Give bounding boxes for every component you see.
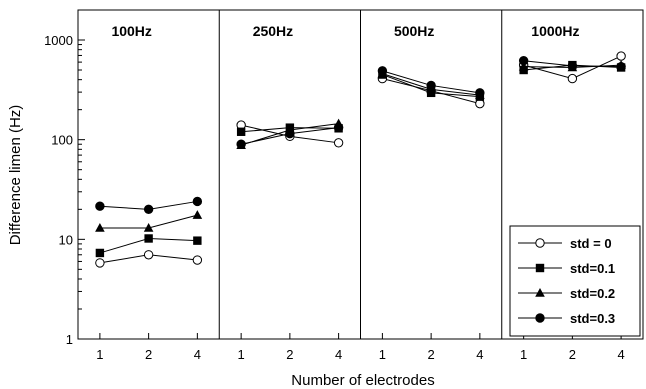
data-point: [616, 51, 626, 61]
x-tick-label: 4: [476, 347, 483, 362]
y-tick-label: 1: [66, 332, 73, 347]
data-point: [567, 73, 578, 84]
data-point: [192, 255, 203, 265]
panel-title: 250Hz: [253, 23, 293, 39]
plot-area: 1 10 100 1000 100Hz 1 2 4 250Hz 1 2 4 500Hz 1 2 4 1000Hz…: [44, 9, 644, 362]
data-point: [616, 61, 626, 72]
data-point: [143, 204, 154, 215]
x-tick-label: 2: [428, 347, 435, 362]
y-tick-label: 10: [59, 232, 73, 247]
data-point: [192, 210, 203, 219]
y-tick-label: 100: [51, 133, 73, 148]
x-tick-label: 4: [335, 347, 342, 362]
data-point: [95, 201, 105, 211]
x-tick-label: 1: [379, 347, 386, 362]
data-point: [95, 258, 105, 268]
data-point: [567, 61, 578, 71]
data-point: [143, 222, 154, 232]
x-axis-title: Number of electrodes: [291, 372, 434, 389]
data-point: [143, 250, 154, 260]
data-point: [144, 234, 153, 243]
x-tick-label: 4: [194, 347, 201, 362]
data-point: [95, 248, 105, 258]
data-point: [426, 80, 436, 91]
y-axis-title: Difference limen (Hz): [7, 105, 24, 246]
legend-label: std=0.2: [570, 286, 615, 301]
data-point: [518, 55, 529, 66]
data-point: [192, 196, 203, 207]
data-point: [236, 139, 246, 149]
legend-label: std=0.3: [570, 311, 615, 326]
data-point: [377, 66, 388, 76]
x-tick-label: 4: [617, 347, 624, 362]
legend-marker: [535, 263, 545, 273]
x-tick-label: 1: [520, 347, 527, 362]
x-tick-label: 2: [145, 347, 152, 362]
x-tick-label: 2: [569, 347, 576, 362]
legend-marker: [535, 238, 545, 248]
legend-label: std=0.1: [570, 261, 615, 276]
legend-marker: [535, 313, 545, 323]
legend-marker: [535, 288, 545, 297]
panel-title: 100Hz: [111, 23, 151, 39]
panel-title: 500Hz: [394, 23, 434, 39]
data-point: [518, 61, 529, 71]
panel-title: 1000Hz: [531, 23, 579, 39]
x-tick-label: 2: [286, 347, 293, 362]
data-point: [95, 222, 105, 232]
data-point: [193, 236, 202, 245]
legend-label: std = 0: [570, 236, 612, 251]
data-point: [333, 122, 344, 133]
data-point: [333, 138, 344, 148]
x-tick-label: 1: [96, 347, 103, 362]
x-tick-label: 1: [238, 347, 245, 362]
y-tick-label: 1000: [44, 33, 73, 48]
data-point: [475, 88, 485, 98]
data-point: [285, 128, 295, 139]
data-point: [236, 127, 246, 136]
